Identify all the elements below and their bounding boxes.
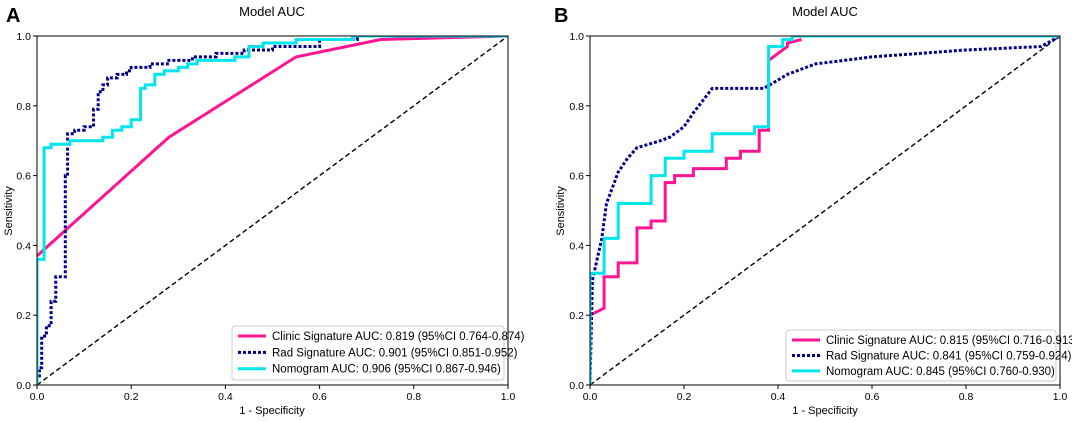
- panel-b-x-tick-label: 0.8: [959, 391, 974, 403]
- panel-a-x-tick-label: 0.8: [406, 391, 421, 403]
- panel-b-y-tick-label: 1.0: [569, 31, 584, 43]
- panel-a-y-tick-label: 0.2: [16, 310, 31, 322]
- panel-b-legend-box: [785, 329, 1057, 382]
- panel-a-chance-diagonal: [37, 36, 508, 385]
- panel-b-x-tick-label: 0.2: [677, 391, 692, 403]
- panel-a-x-tick-label: 1.0: [501, 391, 516, 403]
- panel-b-y-tick-label: 0.0: [569, 380, 584, 392]
- panel-b-x-tick-label: 1.0: [1053, 391, 1068, 403]
- panel-a-xlabel: 1 - Specificity: [239, 405, 305, 417]
- panel-b: B Model AUC 1 - Specificity Sensitivity …: [554, 4, 1072, 417]
- panel-b-axes-frame: [589, 35, 1061, 386]
- panel-a-nomogram-roc-line: [37, 36, 508, 385]
- panel-b-x-tick-label: 0.6: [865, 391, 880, 403]
- panel-b-title: Model AUC: [792, 4, 858, 19]
- panel-a-y-tick-label: 0.8: [16, 101, 31, 113]
- panel-b-y-tick-label: 0.8: [569, 101, 584, 113]
- panel-b-legend-label-clinic: Clinic Signature AUC: 0.815 (95%CI 0.716…: [826, 335, 1072, 347]
- panel-a-y-tick-label: 0.0: [16, 380, 31, 392]
- panel-a-ylabel: Sensitivity: [3, 186, 15, 236]
- panel-a-y-tick-label: 0.4: [16, 240, 31, 252]
- panel-a-y-tick-label: 0.6: [16, 171, 31, 183]
- panel-a-letter: A: [6, 5, 20, 27]
- panel-b-nomogram-roc-line: [590, 36, 1060, 385]
- panel-b-letter: B: [554, 5, 568, 27]
- panel-a-y-tick-label: 1.0: [16, 31, 31, 43]
- panel-a-rad-roc-line: [37, 36, 508, 385]
- panel-b-ylabel: Sensitivity: [555, 186, 567, 236]
- panel-a-x-tick-label: 0.2: [124, 391, 139, 403]
- panel-a-axes-frame: [36, 35, 509, 386]
- panel-a-x-tick-label: 0.4: [218, 391, 233, 403]
- panel-b-legend-label-rad: Rad Signature AUC: 0.841 (95%CI 0.759-0.…: [826, 350, 1072, 362]
- panel-a-legend-label-nomogram: Nomogram AUC: 0.906 (95%CI 0.867-0.946): [272, 364, 501, 376]
- panel-b-chance-diagonal: [590, 36, 1060, 385]
- panel-a: A Model AUC 1 - Specificity Sensitivity …: [3, 4, 525, 417]
- panel-a-legend: Clinic Signature AUC: 0.819 (95%CI 0.764…: [231, 325, 525, 381]
- panel-b-x-tick-label: 0.0: [583, 391, 598, 403]
- panel-b-legend: Clinic Signature AUC: 0.815 (95%CI 0.716…: [785, 329, 1072, 382]
- panel-a-clinic-roc-line: [37, 36, 508, 258]
- panel-a-x-tick-label: 0.6: [312, 391, 327, 403]
- panel-b-xlabel: 1 - Specificity: [792, 405, 858, 417]
- panel-b-y-tick-label: 0.6: [569, 171, 584, 183]
- panel-b-y-tick-label: 0.4: [569, 240, 584, 252]
- panel-b-clinic-roc-line: [590, 38, 802, 385]
- panel-b-x-tick-label: 0.4: [771, 391, 786, 403]
- panel-a-legend-box: [231, 325, 505, 381]
- panel-a-legend-label-rad: Rad Signature AUC: 0.901 (95%CI 0.851-0.…: [272, 347, 518, 359]
- panel-a-legend-label-clinic: Clinic Signature AUC: 0.819 (95%CI 0.764…: [272, 331, 525, 343]
- panel-b-rad-roc-line: [590, 36, 1060, 385]
- panel-b-y-tick-label: 0.2: [569, 310, 584, 322]
- panel-b-legend-label-nomogram: Nomogram AUC: 0.845 (95%CI 0.760-0.930): [826, 366, 1055, 378]
- panel-a-x-tick-label: 0.0: [30, 391, 45, 403]
- panel-a-title: Model AUC: [239, 4, 305, 19]
